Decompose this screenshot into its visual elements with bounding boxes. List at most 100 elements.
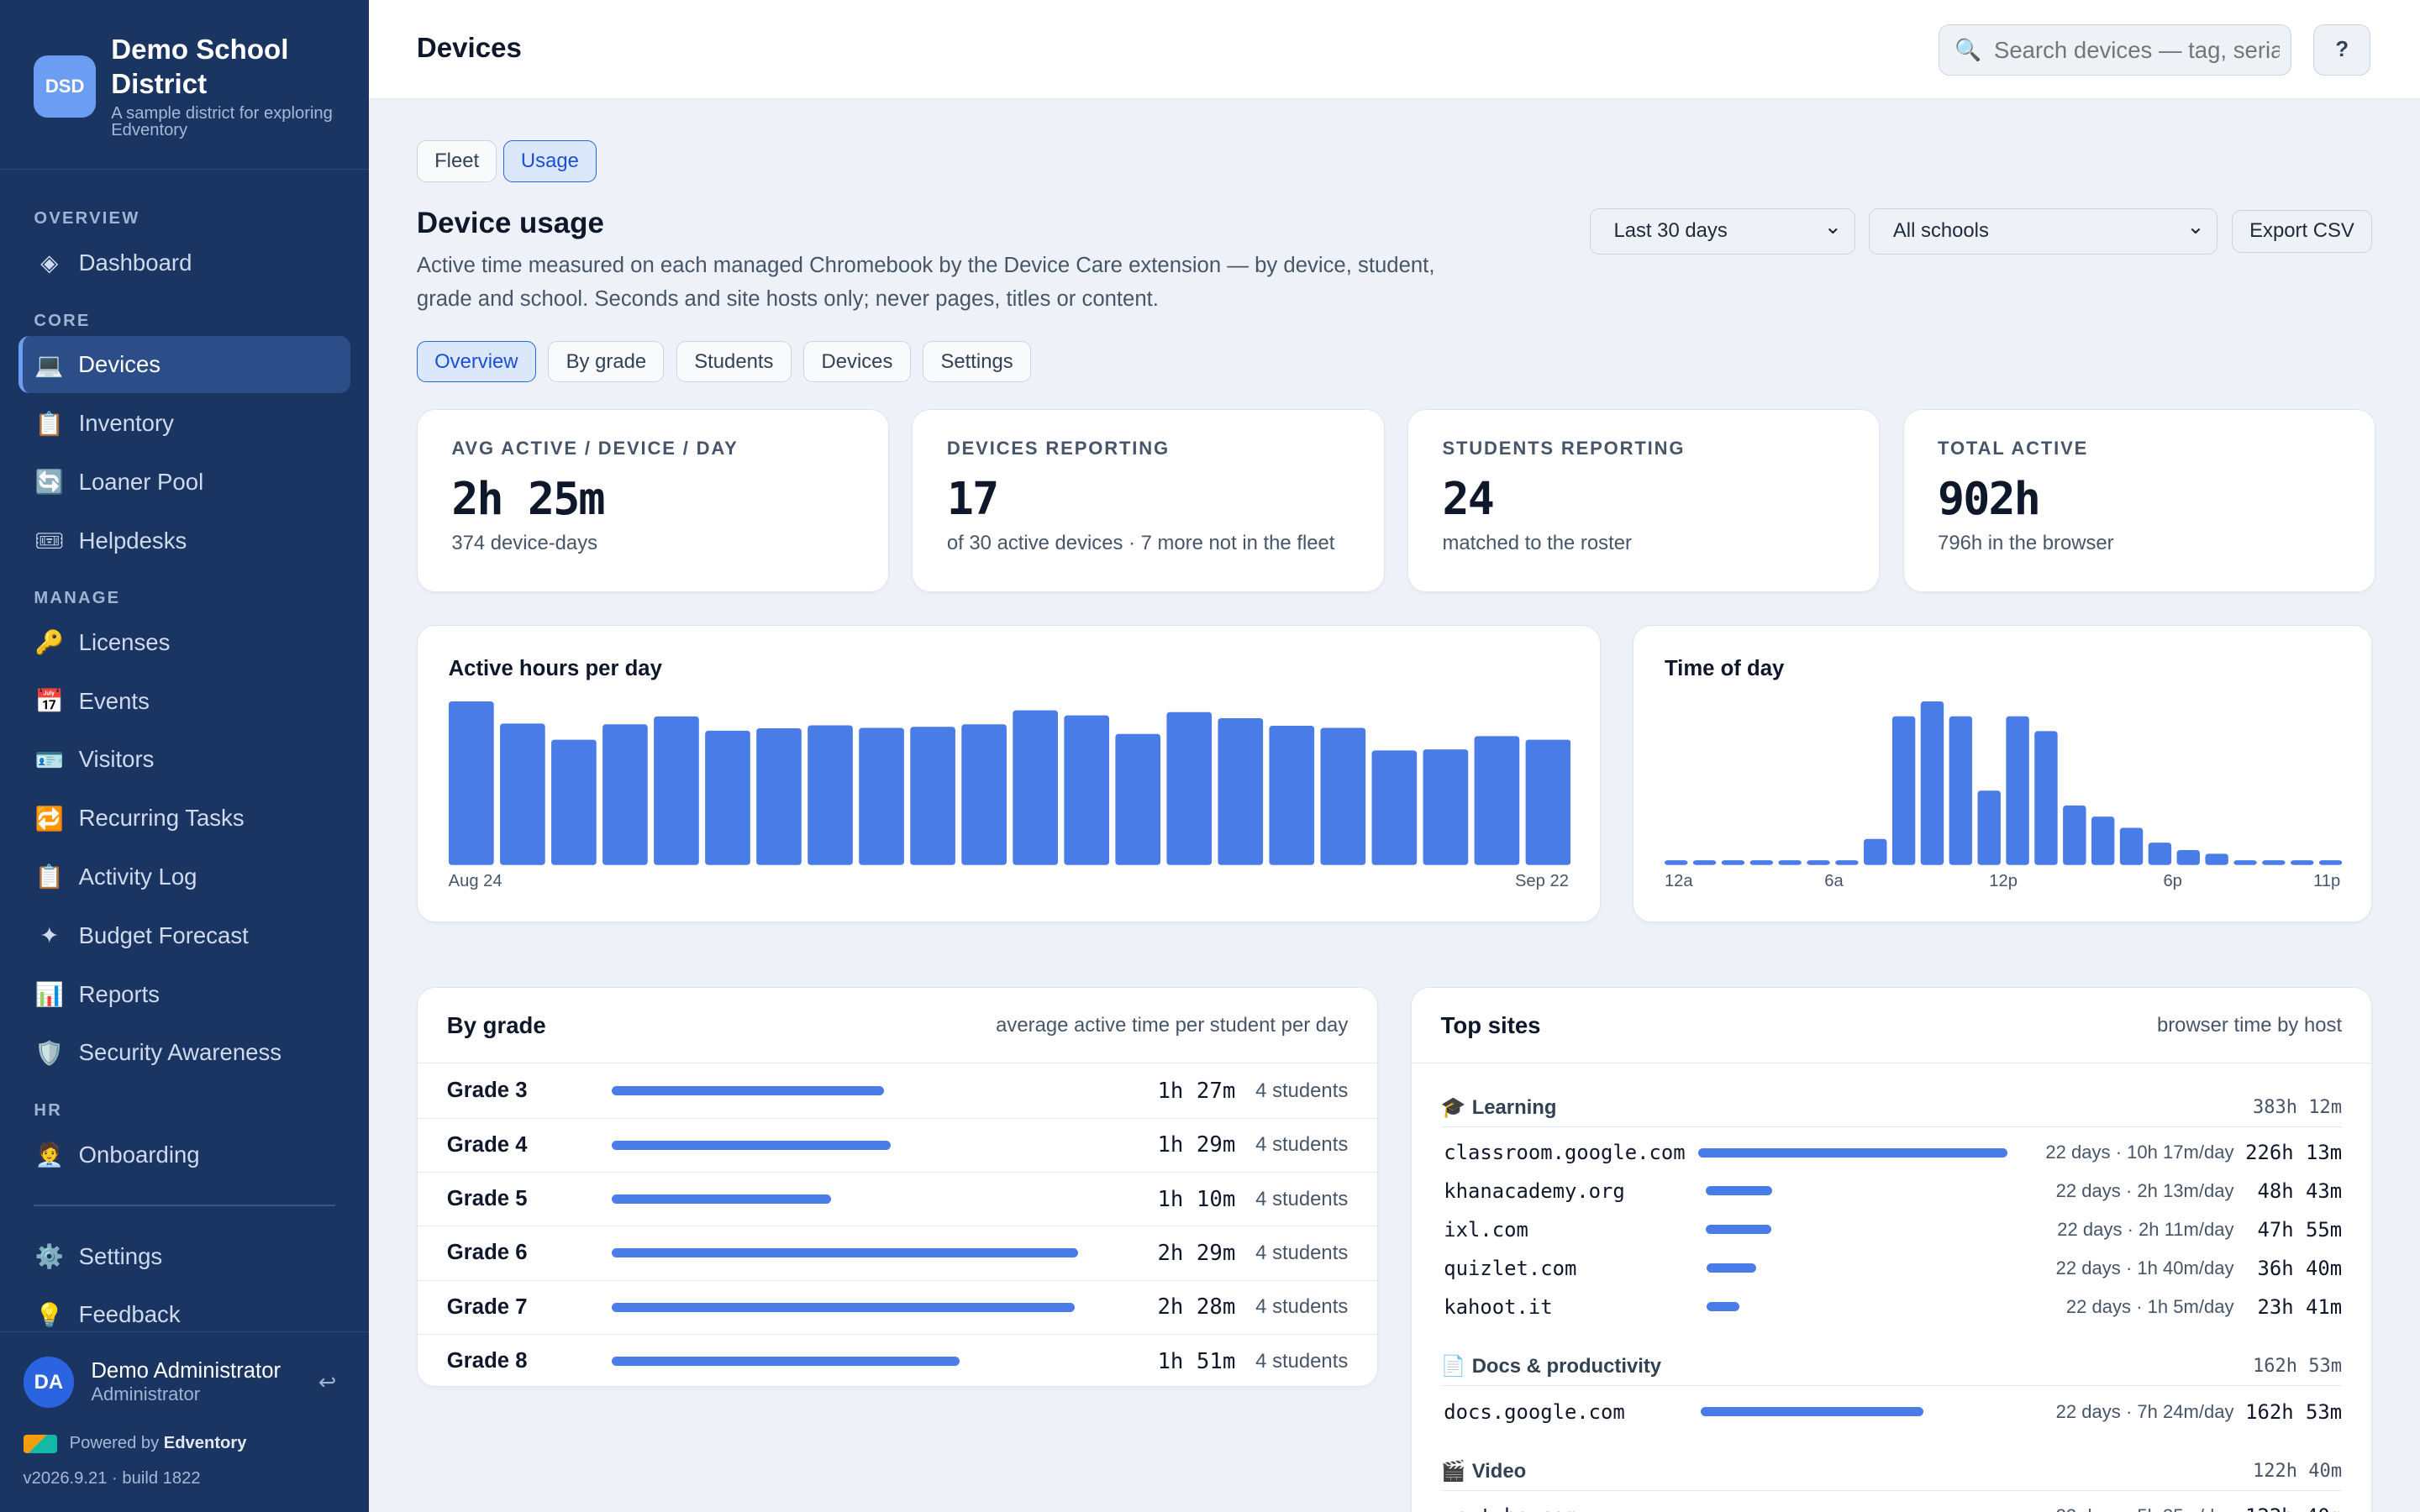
chart-bar[interactable]	[1863, 838, 1887, 865]
chart-bar[interactable]	[1721, 860, 1745, 865]
tab-by-grade[interactable]: By grade	[548, 340, 665, 383]
chart-bar[interactable]	[1778, 860, 1802, 865]
chart-bar[interactable]	[2006, 716, 2029, 865]
chart-bar[interactable]	[960, 724, 1007, 865]
chart-bar[interactable]	[1063, 715, 1109, 865]
chart-bar[interactable]	[1749, 860, 1773, 865]
panel-note: browser time by host	[2156, 1013, 2343, 1037]
brand[interactable]: DSD Demo School District A sample distri…	[0, 0, 369, 171]
chart-bar[interactable]	[1807, 860, 1830, 865]
sidebar-item-onboarding[interactable]: 🧑‍💼 Onboarding	[18, 1126, 350, 1184]
sidebar-item-dashboard[interactable]: ◈ Dashboard	[18, 234, 350, 291]
table-row[interactable]: Grade 7 2h 28m 4 students	[417, 1279, 1378, 1334]
sidebar-item-budget-forecast[interactable]: ✦ Budget Forecast	[18, 907, 350, 964]
sidebar-item-inventory[interactable]: 📋 Inventory	[18, 395, 350, 452]
chart-bar[interactable]	[550, 739, 597, 865]
chart-bar[interactable]	[1977, 790, 2001, 865]
chart-bar[interactable]	[653, 716, 699, 865]
chart-bar[interactable]	[1423, 748, 1468, 865]
export-csv-button[interactable]: Export CSV	[2231, 209, 2372, 254]
chart-bar[interactable]	[704, 730, 750, 865]
stat-card: STUDENTS REPORTING 24 matched to the roste…	[1407, 408, 1881, 593]
sidebar-item-activity-log[interactable]: 📋 Activity Log	[18, 848, 350, 906]
table-row[interactable]: Grade 6 2h 29m 4 students	[417, 1226, 1378, 1279]
chart-bar[interactable]	[909, 727, 955, 865]
chart-bar[interactable]	[1474, 736, 1519, 865]
chart-bar[interactable]	[2205, 853, 2228, 865]
view-tabs: Fleet Usage	[416, 140, 603, 182]
chart-bar[interactable]	[1835, 860, 1859, 865]
sidebar-item-visitors[interactable]: 🪪 Visitors	[18, 731, 350, 788]
tab-students[interactable]: Students	[676, 340, 792, 383]
chart-bar[interactable]	[1166, 711, 1212, 865]
sidebar-item-feedback[interactable]: 💡 Feedback	[18, 1287, 350, 1344]
chart-bar[interactable]	[2091, 816, 2115, 865]
search-box[interactable]: 🔍	[1938, 24, 2292, 76]
site-host: khanacademy.org	[1444, 1179, 1625, 1203]
school-select[interactable]: All schools ⌄	[1869, 207, 2218, 255]
chart-bar[interactable]	[1525, 739, 1570, 865]
x-tick-label: Sep 22	[1514, 871, 1569, 890]
tab-devices[interactable]: Devices	[803, 340, 911, 383]
chart-bar[interactable]	[1218, 717, 1263, 865]
chart-bar[interactable]	[448, 701, 494, 865]
sidebar-item-recurring-tasks[interactable]: 🔁 Recurring Tasks	[18, 790, 350, 847]
list-item[interactable]: docs.google.com 22 days · 7h 24m/day 162h …	[1441, 1393, 2342, 1431]
user-menu[interactable]: DA Demo Administrator Administrator ↩	[23, 1357, 346, 1409]
chart-bar[interactable]	[1949, 716, 1973, 865]
list-item[interactable]: khanacademy.org 22 days · 2h 13m/day 48h 4…	[1441, 1172, 2342, 1210]
chart-bar[interactable]	[499, 723, 545, 865]
chart-bar[interactable]	[1114, 733, 1160, 865]
chart-bar[interactable]	[2262, 860, 2286, 865]
table-row[interactable]: Grade 3 1h 27m 4 students	[418, 1063, 1377, 1117]
list-item[interactable]: kahoot.it 22 days · 1h 5m/day 23h 41m	[1441, 1288, 2342, 1326]
logout-icon[interactable]: ↩	[318, 1370, 337, 1394]
chart-bar[interactable]	[2063, 805, 2086, 865]
table-row[interactable]: Grade 5 1h 10m 4 students	[417, 1172, 1378, 1226]
chart-bar[interactable]	[755, 727, 802, 865]
chart-bar[interactable]	[1891, 716, 1916, 865]
table-row[interactable]: Grade 8 1h 51m 4 students	[417, 1333, 1378, 1388]
list-item[interactable]: quizlet.com 22 days · 1h 40m/day 36h 40m	[1441, 1249, 2342, 1288]
chart-bar[interactable]	[807, 725, 853, 865]
tab-settings[interactable]: Settings	[923, 340, 1031, 383]
chart-bar[interactable]	[1692, 860, 1717, 865]
table-row[interactable]: Grade 4 1h 29m 4 students	[417, 1117, 1378, 1172]
grade-bar-track	[612, 1242, 1078, 1264]
grade-avg-time: 2h 28m	[1157, 1294, 1236, 1320]
tab-fleet[interactable]: Fleet	[416, 140, 497, 182]
sidebar-item-security-awareness[interactable]: 🛡️ Security Awareness	[18, 1024, 350, 1081]
chart-bar[interactable]	[2318, 860, 2343, 865]
sidebar-item-events[interactable]: 📅 Events	[18, 673, 350, 730]
chart-bar[interactable]	[602, 724, 648, 865]
chart-bar[interactable]	[2119, 827, 2144, 865]
chart-bar[interactable]	[1664, 860, 1688, 865]
sidebar-item-reports[interactable]: 📊 Reports	[18, 966, 350, 1023]
list-item[interactable]: ixl.com 22 days · 2h 11m/day 47h 55m	[1441, 1210, 2342, 1249]
list-item[interactable]: classroom.google.com 22 days · 10h 17m/da…	[1441, 1133, 2342, 1172]
chart-bar[interactable]	[1920, 701, 1944, 865]
help-button[interactable]: ?	[2313, 24, 2371, 76]
sidebar-item-licenses[interactable]: 🔑 Licenses	[18, 614, 350, 671]
chart-bar[interactable]	[1320, 727, 1365, 865]
tab-overview[interactable]: Overview	[416, 340, 536, 383]
chart-bar[interactable]	[1269, 725, 1314, 865]
date-range-select[interactable]: Last 30 days ⌄	[1589, 207, 1855, 255]
sidebar-item-devices[interactable]: 💻 Devices	[18, 336, 350, 394]
tab-usage[interactable]: Usage	[502, 140, 597, 182]
chart-bar[interactable]	[2290, 860, 2314, 865]
chart-bar[interactable]	[2233, 860, 2257, 865]
sidebar-item-settings[interactable]: ⚙️ Settings	[18, 1228, 350, 1285]
chart-bar[interactable]	[858, 727, 904, 865]
chart-bar[interactable]	[1371, 750, 1417, 865]
sidebar-item-label: Dashboard	[78, 249, 192, 276]
list-item[interactable]: youtube.com 22 days · 5h 35m/day122h 40m	[1441, 1497, 2342, 1512]
sidebar-item-loaner-pool[interactable]: 🔄 Loaner Pool	[18, 454, 350, 511]
chart-bar[interactable]	[2148, 842, 2172, 865]
chart-bar[interactable]	[1012, 710, 1058, 865]
search-input[interactable]	[1993, 36, 2280, 64]
grade-name: Grade 8	[446, 1349, 528, 1373]
sidebar-item-helpdesks[interactable]: 🎟 Helpdesks	[18, 512, 350, 570]
chart-bar[interactable]	[2176, 849, 2200, 865]
chart-bar[interactable]	[2034, 731, 2058, 865]
